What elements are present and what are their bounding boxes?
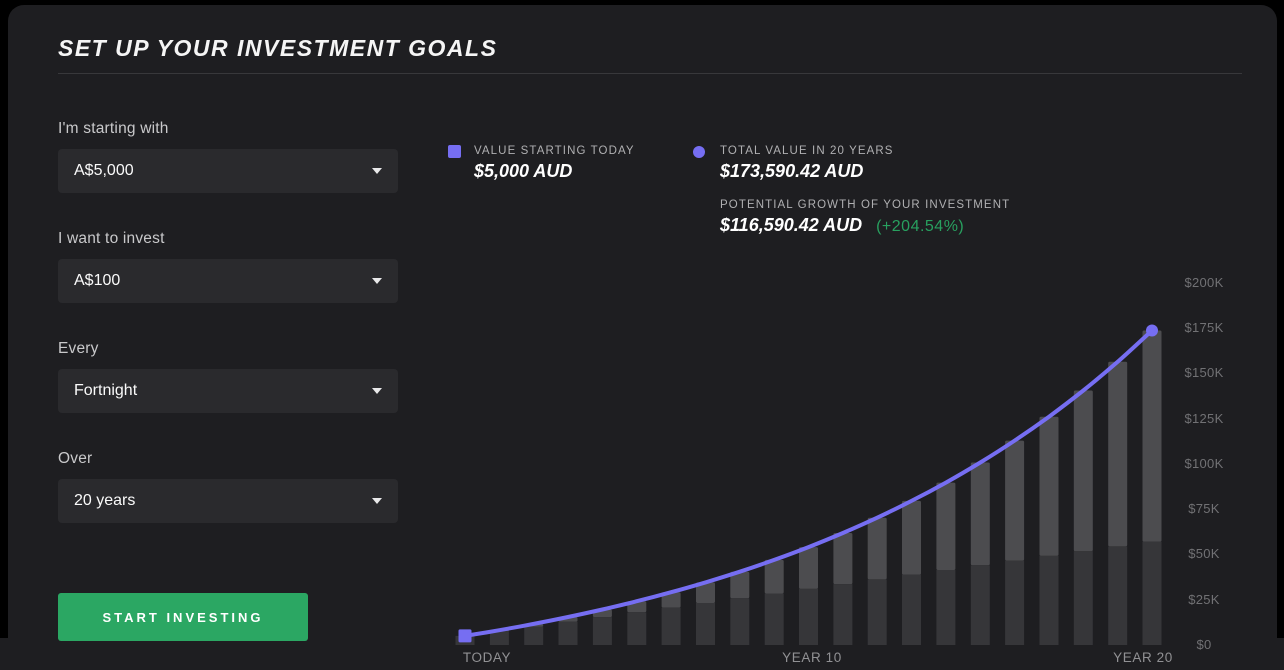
- growth-label: POTENTIAL GROWTH OF YOUR INVESTMENT: [720, 199, 1011, 211]
- starting-value-label: VALUE STARTING TODAY: [474, 145, 635, 157]
- growth-amount-value: $116,590.42 AUD: [720, 215, 863, 235]
- frequency-label: Every: [58, 340, 99, 357]
- invest-amount-value: A$100: [74, 272, 121, 289]
- chevron-down-icon: [372, 168, 382, 174]
- frequency-dropdown[interactable]: Fortnight: [58, 369, 398, 413]
- goals-panel: SET UP YOUR INVESTMENT GOALS I'm startin…: [8, 5, 1277, 670]
- starting-value-amount: $5,000 AUD: [474, 161, 573, 181]
- total-value-marker-icon: [693, 146, 705, 158]
- duration-value: 20 years: [74, 492, 136, 509]
- start-investing-button[interactable]: START INVESTING: [58, 593, 308, 641]
- starting-with-value: A$5,000: [74, 162, 134, 179]
- growth-amount: $116,590.42 AUD (+204.54%): [720, 215, 964, 236]
- starting-with-label: I'm starting with: [58, 120, 169, 137]
- title-divider: [58, 73, 1242, 74]
- duration-label: Over: [58, 450, 93, 467]
- invest-amount-label: I want to invest: [58, 230, 165, 247]
- duration-dropdown[interactable]: 20 years: [58, 479, 398, 523]
- invest-amount-dropdown[interactable]: A$100: [58, 259, 398, 303]
- frequency-value: Fortnight: [74, 382, 138, 399]
- page-title: SET UP YOUR INVESTMENT GOALS: [58, 35, 498, 61]
- chevron-down-icon: [372, 388, 382, 394]
- starting-value-marker-icon: [448, 145, 461, 158]
- total-value-label: TOTAL VALUE IN 20 YEARS: [720, 145, 894, 157]
- chevron-down-icon: [372, 498, 382, 504]
- growth-percentage: (+204.54%): [876, 218, 965, 235]
- total-value-amount: $173,590.42 AUD: [720, 161, 864, 181]
- starting-with-dropdown[interactable]: A$5,000: [58, 149, 398, 193]
- chevron-down-icon: [372, 278, 382, 284]
